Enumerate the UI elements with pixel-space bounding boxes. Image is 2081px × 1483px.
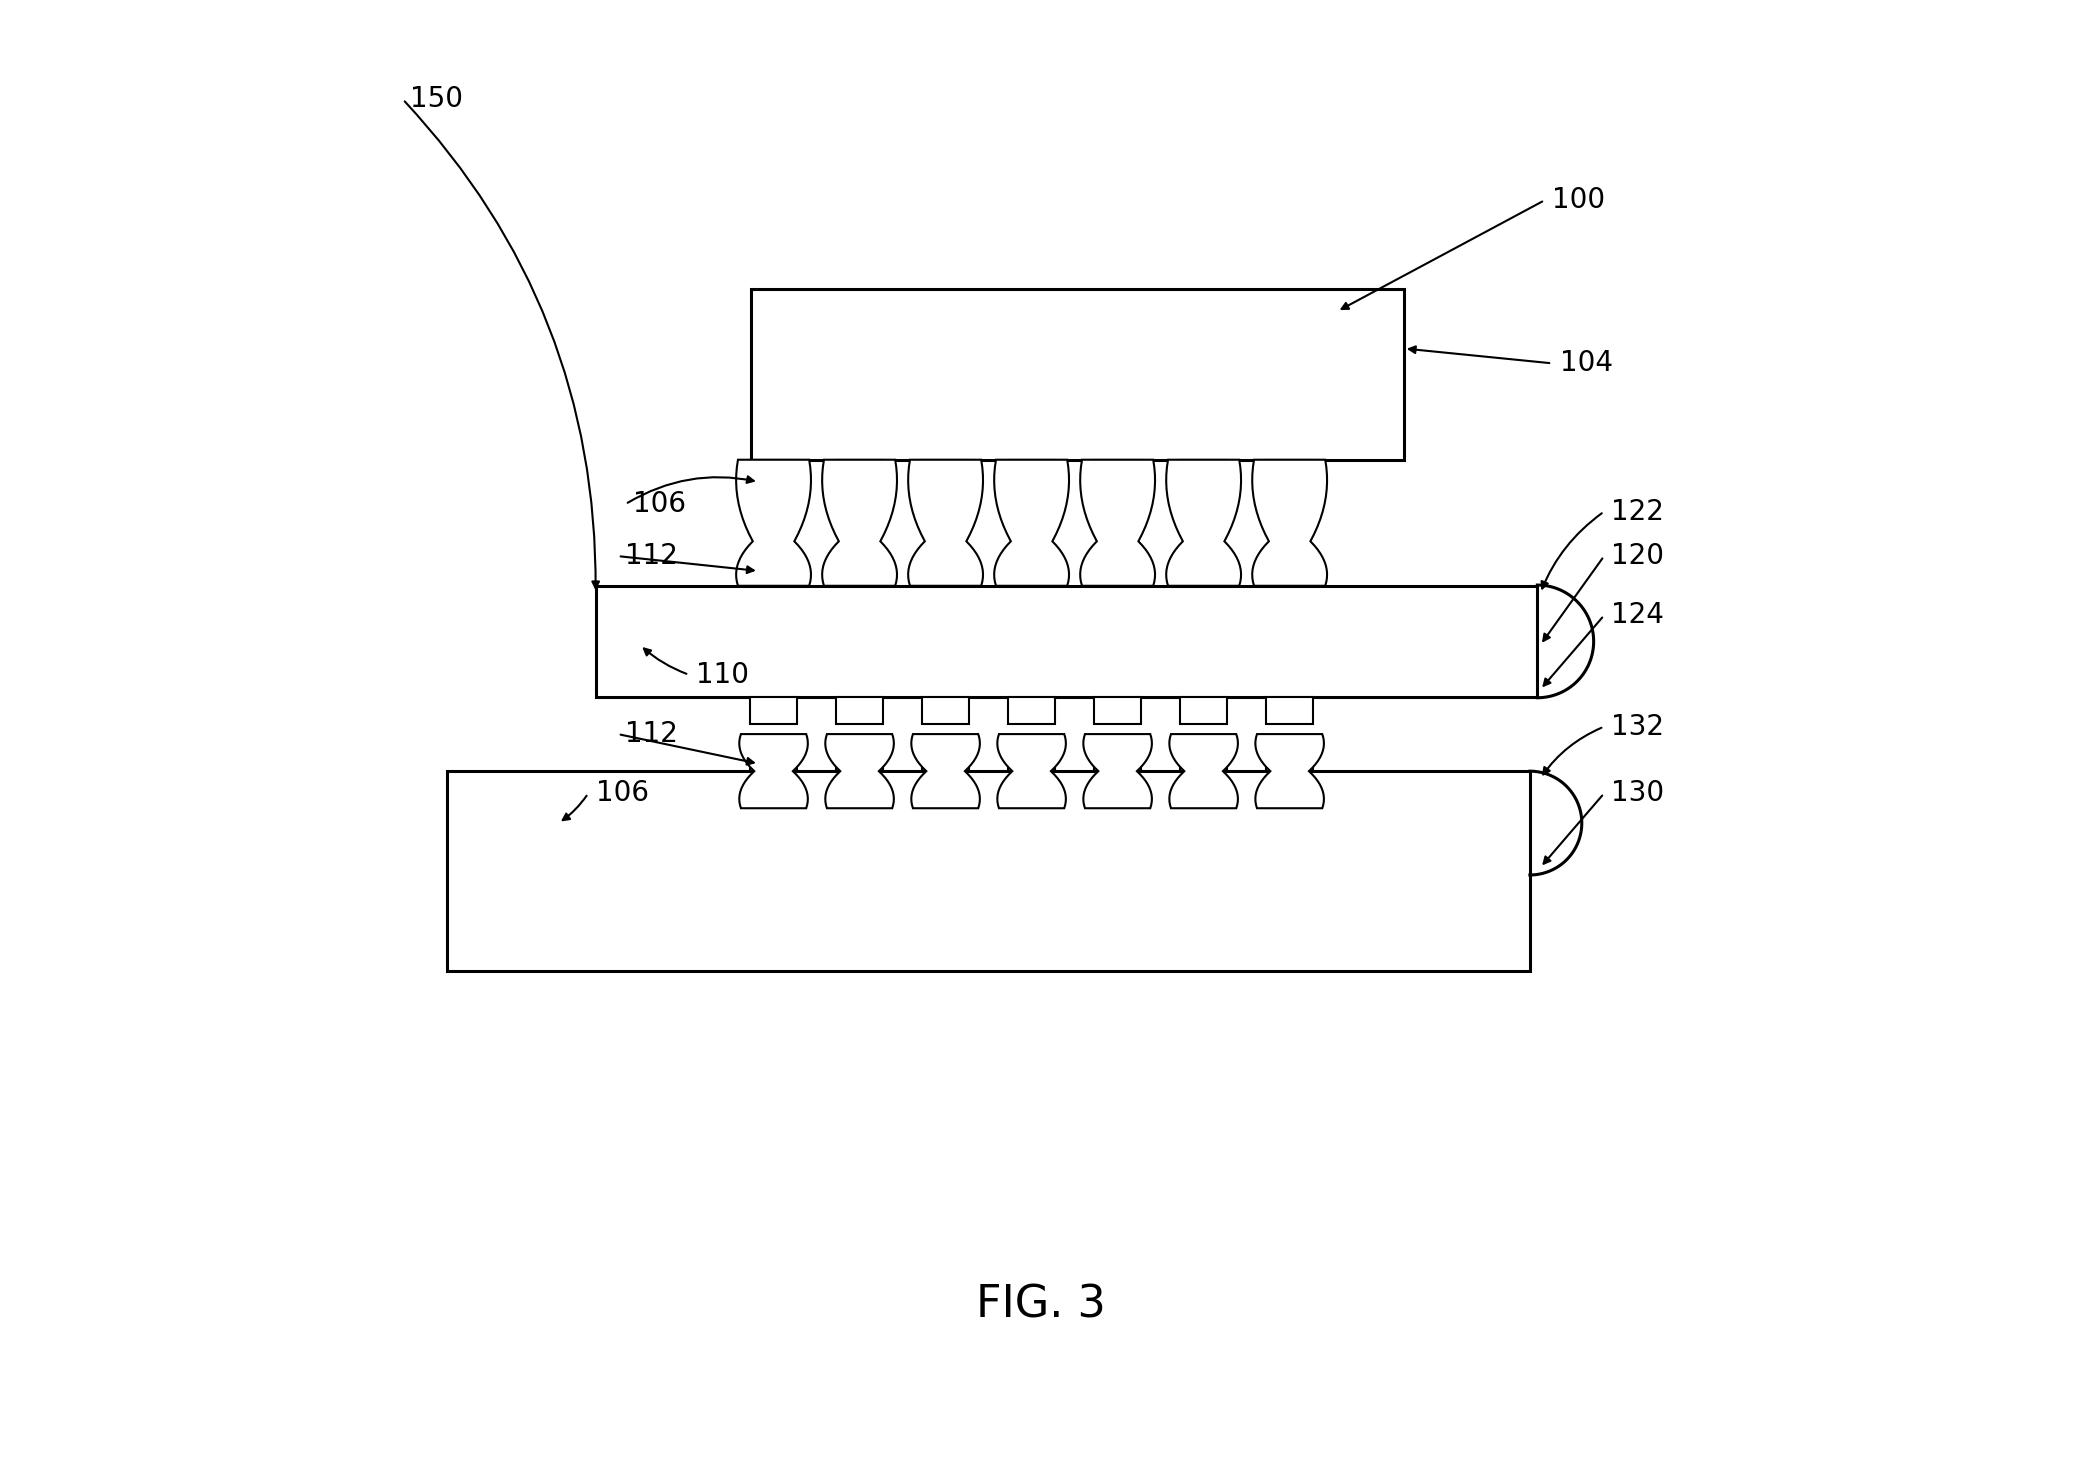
Bar: [1265, 460, 1313, 486]
Polygon shape: [822, 460, 897, 586]
Text: 106: 106: [633, 491, 685, 518]
Bar: [749, 697, 797, 724]
Bar: [1007, 744, 1055, 771]
Polygon shape: [1253, 460, 1328, 586]
Bar: [1265, 556, 1313, 586]
Text: 110: 110: [697, 661, 749, 688]
Polygon shape: [737, 460, 812, 586]
Bar: [751, 289, 1405, 460]
Bar: [749, 556, 797, 586]
Polygon shape: [995, 460, 1070, 586]
Bar: [922, 460, 970, 486]
Polygon shape: [739, 734, 807, 808]
Text: 112: 112: [624, 721, 678, 747]
Polygon shape: [997, 734, 1065, 808]
Polygon shape: [1165, 460, 1240, 586]
Bar: [837, 460, 882, 486]
Text: 122: 122: [1611, 498, 1665, 525]
Text: 132: 132: [1611, 713, 1665, 740]
Bar: [1007, 460, 1055, 486]
Bar: [1265, 697, 1313, 724]
Polygon shape: [826, 734, 895, 808]
Polygon shape: [1084, 734, 1153, 808]
Text: 106: 106: [595, 780, 649, 807]
Bar: [837, 744, 882, 771]
Bar: [1095, 556, 1140, 586]
Bar: [837, 697, 882, 724]
Bar: [922, 744, 970, 771]
Bar: [749, 744, 797, 771]
Bar: [1180, 556, 1228, 586]
Bar: [922, 697, 970, 724]
Text: 150: 150: [410, 86, 464, 113]
Bar: [922, 556, 970, 586]
Bar: [1180, 744, 1228, 771]
Bar: [837, 556, 882, 586]
Bar: [749, 460, 797, 486]
Bar: [447, 771, 1530, 971]
Polygon shape: [907, 460, 982, 586]
Bar: [1180, 697, 1228, 724]
Bar: [1095, 460, 1140, 486]
Text: 130: 130: [1611, 780, 1665, 807]
Text: 112: 112: [624, 543, 678, 569]
Polygon shape: [1170, 734, 1238, 808]
Text: 100: 100: [1552, 187, 1604, 214]
Text: FIG. 3: FIG. 3: [976, 1284, 1105, 1326]
Bar: [1095, 697, 1140, 724]
Bar: [1007, 697, 1055, 724]
Polygon shape: [1080, 460, 1155, 586]
Bar: [1007, 556, 1055, 586]
Polygon shape: [911, 734, 980, 808]
Text: 104: 104: [1559, 350, 1613, 377]
Bar: [1265, 744, 1313, 771]
Text: 124: 124: [1611, 602, 1665, 629]
Bar: [595, 586, 1538, 697]
Polygon shape: [1255, 734, 1324, 808]
Bar: [1180, 460, 1228, 486]
Text: 120: 120: [1611, 543, 1665, 569]
Bar: [1095, 744, 1140, 771]
